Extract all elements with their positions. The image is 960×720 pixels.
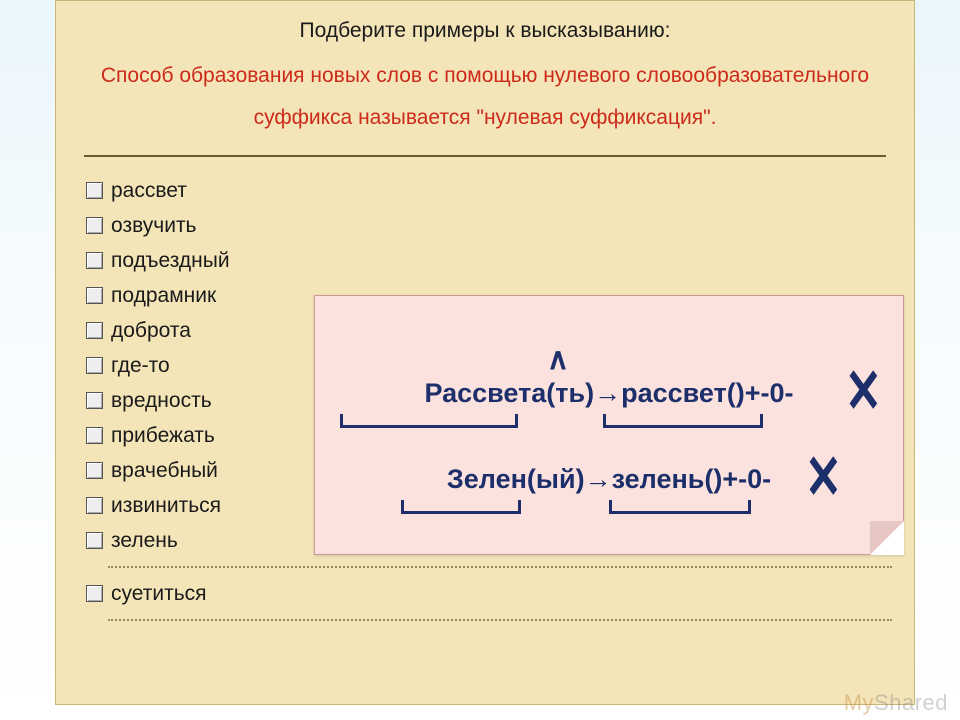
option-label: врачебный [111,459,218,483]
option-label: зелень [111,529,178,553]
option-label: озвучить [111,214,197,238]
option-label: доброта [111,319,191,343]
option-label: извиниться [111,494,221,518]
option-label: прибежать [111,424,215,448]
instruction-title: Подберите примеры к высказыванию: [96,19,874,43]
option-label: где-то [111,354,170,378]
checkbox-icon[interactable] [86,497,103,514]
checkbox-icon[interactable] [86,322,103,339]
checkbox-icon[interactable] [86,585,103,602]
dotted-separator [108,566,892,568]
root-bracket-icon [401,500,521,514]
option-label: суетиться [111,582,207,606]
root-bracket-icon [603,414,763,428]
divider [84,155,886,157]
statement-text: Способ образования новых слов с помощью … [96,55,874,139]
option-row[interactable]: подъездный [86,243,914,278]
example-line-1: Рассвета(ть)→рассвет()+-0- [315,378,903,409]
checkbox-icon[interactable] [86,392,103,409]
checkbox-icon[interactable] [86,357,103,374]
root-bracket-icon [340,414,518,428]
option-label: рассвет [111,179,187,203]
watermark-part2: Shared [874,690,948,715]
option-row[interactable]: рассвет [86,173,914,208]
watermark-part1: My [844,690,874,715]
dotted-separator [108,619,892,621]
watermark: MyShared [844,690,948,716]
caret-icon: ∧ [547,342,569,377]
callout-inner: ∧ Рассвета(ть)→рассвет()+-0- ✕ Зелен(ый)… [315,296,903,554]
example-callout: ∧ Рассвета(ть)→рассвет()+-0- ✕ Зелен(ый)… [314,295,904,555]
checkbox-icon[interactable] [86,462,103,479]
checkbox-icon[interactable] [86,287,103,304]
cross-icon: ✕ [845,356,882,427]
checkbox-icon[interactable] [86,217,103,234]
option-label: подъездный [111,249,230,273]
root-bracket-icon [609,500,751,514]
exercise-panel: Подберите примеры к высказыванию: Способ… [55,0,915,705]
checkbox-icon[interactable] [86,427,103,444]
option-label: вредность [111,389,212,413]
option-row[interactable]: суетиться [86,576,914,611]
option-row[interactable]: озвучить [86,208,914,243]
cross-icon: ✕ [805,442,842,513]
checkbox-icon[interactable] [86,182,103,199]
header: Подберите примеры к высказыванию: Способ… [56,1,914,149]
fold-corner-icon [870,521,904,555]
checkbox-icon[interactable] [86,532,103,549]
checkbox-icon[interactable] [86,252,103,269]
option-label: подрамник [111,284,216,308]
